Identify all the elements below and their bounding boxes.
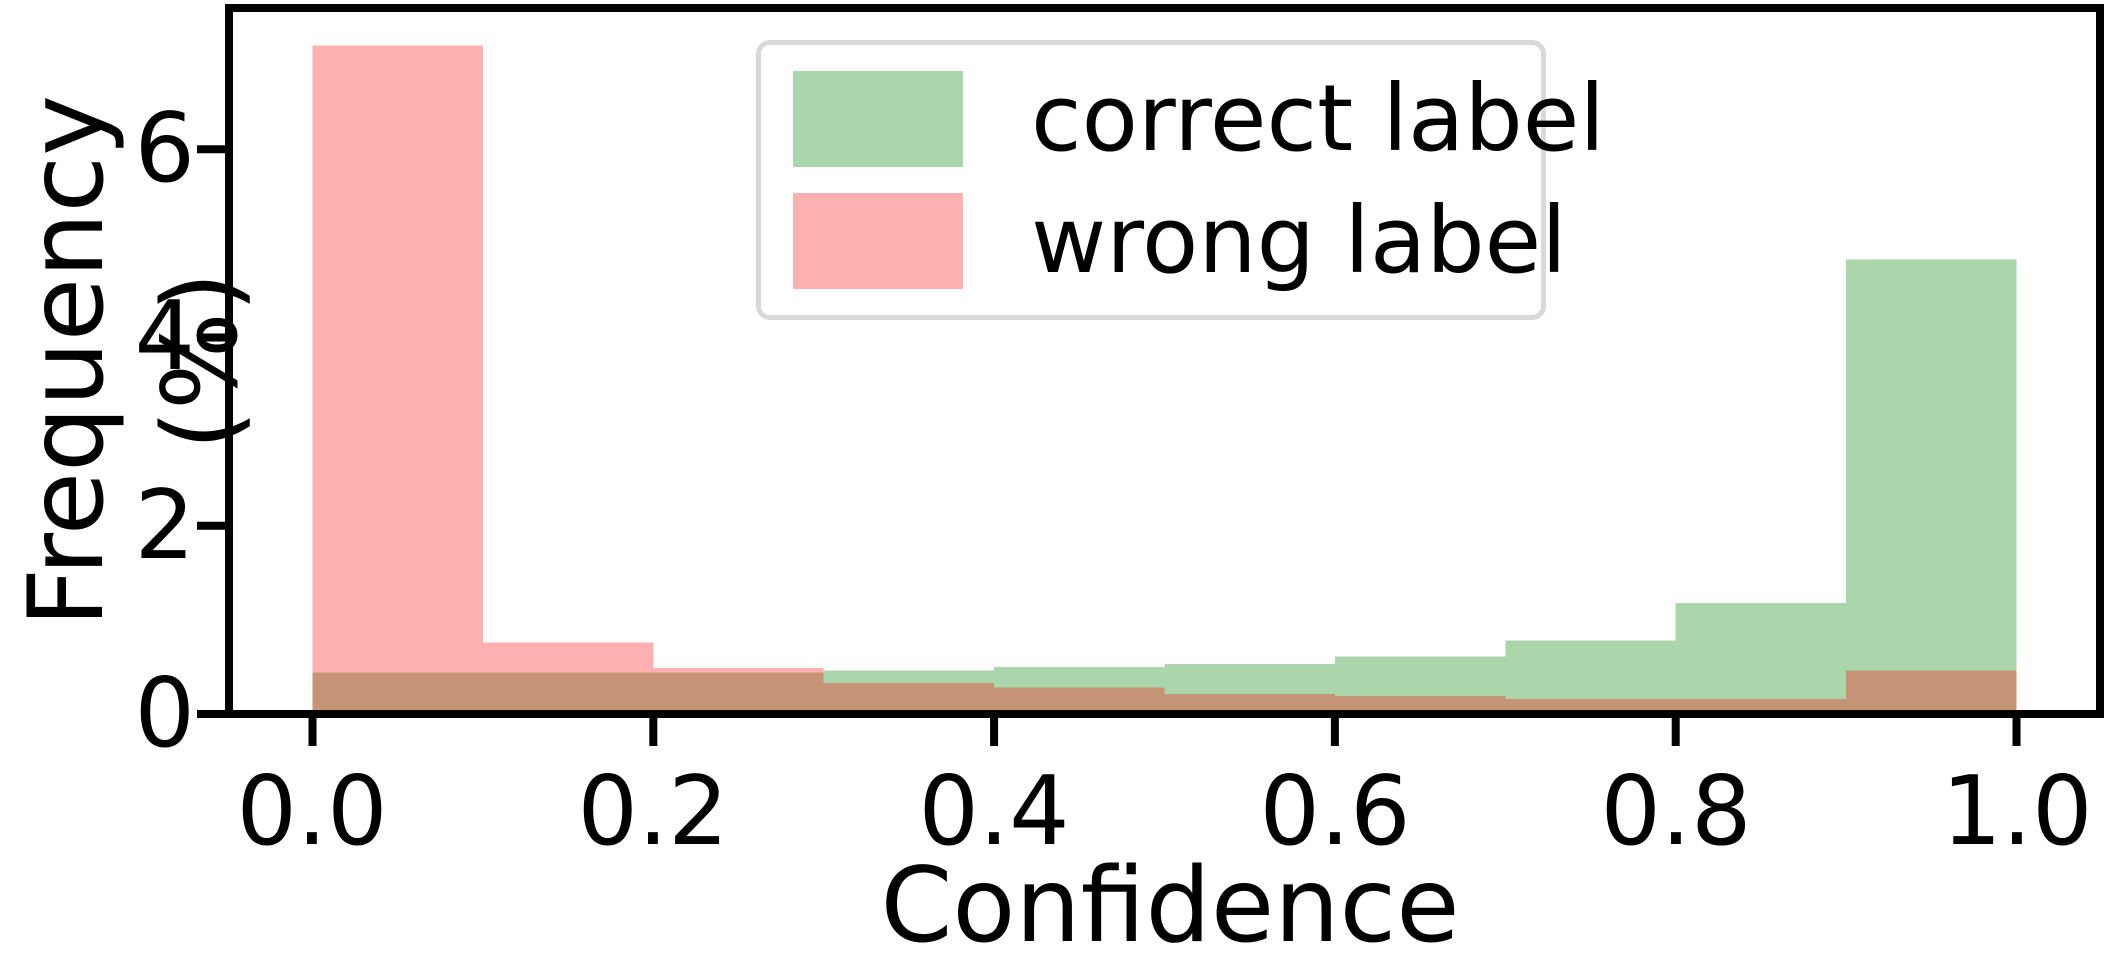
x-tick-label-0.4: 0.4 bbox=[918, 757, 1070, 867]
bar-wrong-label-bin-2 bbox=[653, 667, 824, 714]
bar-wrong-label-bin-5 bbox=[1164, 694, 1335, 714]
x-axis-label: Confidence bbox=[880, 846, 1460, 957]
x-tick-label-0.0: 0.0 bbox=[236, 757, 388, 867]
x-tick-label-1.0: 1.0 bbox=[1941, 757, 2093, 867]
legend-item-correct-label: correct label bbox=[793, 71, 1605, 167]
legend-label-wrong: wrong label bbox=[1031, 187, 1567, 294]
bar-correct-label-bin-0 bbox=[312, 672, 483, 714]
bar-correct-label-bin-4 bbox=[994, 666, 1165, 714]
bar-wrong-label-bin-0 bbox=[312, 45, 483, 714]
bar-correct-label-bin-7 bbox=[1505, 640, 1676, 714]
x-tick-label-0.2: 0.2 bbox=[577, 757, 729, 867]
plot-border-spines bbox=[225, 4, 2104, 718]
bar-wrong-label-bin-3 bbox=[823, 682, 995, 714]
bar-correct-label-bin-5 bbox=[1164, 664, 1335, 714]
y-tick-label-6: 6 bbox=[134, 94, 195, 204]
bar-wrong-label-bin-1 bbox=[482, 642, 654, 714]
bar-correct-label-bin-9 bbox=[1846, 259, 2017, 714]
bar-wrong-label-bin-6 bbox=[1334, 696, 1506, 714]
x-tick-label-0.6: 0.6 bbox=[1259, 757, 1411, 867]
bar-correct-label-bin-3 bbox=[823, 670, 995, 714]
legend-swatch-wrong-label bbox=[793, 193, 963, 289]
bar-correct-label-bin-8 bbox=[1675, 602, 1847, 714]
y-tick-label-2: 2 bbox=[134, 471, 195, 581]
axes-layer bbox=[197, 4, 2104, 746]
bar-correct-label-bin-6 bbox=[1334, 656, 1506, 714]
legend-swatch-correct-label bbox=[793, 71, 963, 167]
x-tick-label-0.8: 0.8 bbox=[1600, 757, 1752, 867]
bar-correct-label-bin-1 bbox=[482, 672, 654, 714]
bar-wrong-label-bin-4 bbox=[994, 687, 1165, 714]
legend-item-wrong-label: wrong label bbox=[793, 193, 1567, 289]
legend-box: correct label wrong label bbox=[756, 40, 1605, 320]
bars-layer bbox=[312, 45, 2017, 714]
bar-correct-label-bin-2 bbox=[653, 672, 824, 714]
bar-wrong-label-bin-9 bbox=[1846, 670, 2017, 714]
y-tick-label-4: 4 bbox=[134, 282, 195, 392]
legend-label-correct: correct label bbox=[1031, 65, 1605, 172]
y-tick-label-0: 0 bbox=[134, 659, 195, 769]
